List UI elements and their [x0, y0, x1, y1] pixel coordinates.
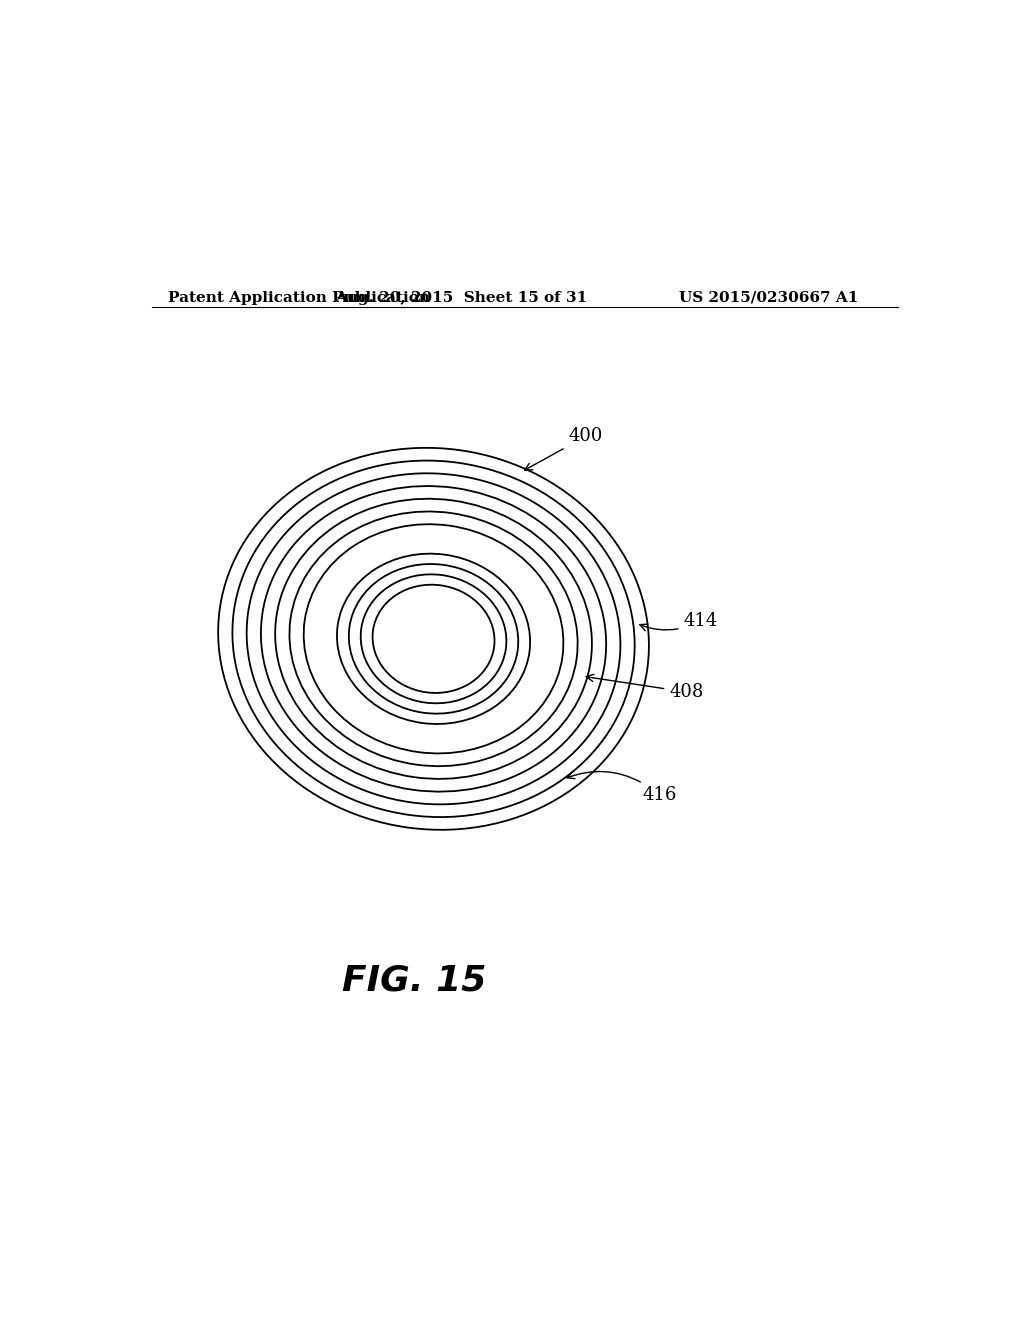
Text: 416: 416	[567, 771, 677, 804]
Text: FIG. 15: FIG. 15	[342, 964, 485, 997]
Text: Patent Application Publication: Patent Application Publication	[168, 290, 430, 305]
Text: 414: 414	[640, 611, 718, 631]
Text: 408: 408	[586, 675, 703, 701]
Text: Aug. 20, 2015  Sheet 15 of 31: Aug. 20, 2015 Sheet 15 of 31	[335, 290, 588, 305]
Text: US 2015/0230667 A1: US 2015/0230667 A1	[679, 290, 858, 305]
Text: 400: 400	[524, 428, 603, 470]
